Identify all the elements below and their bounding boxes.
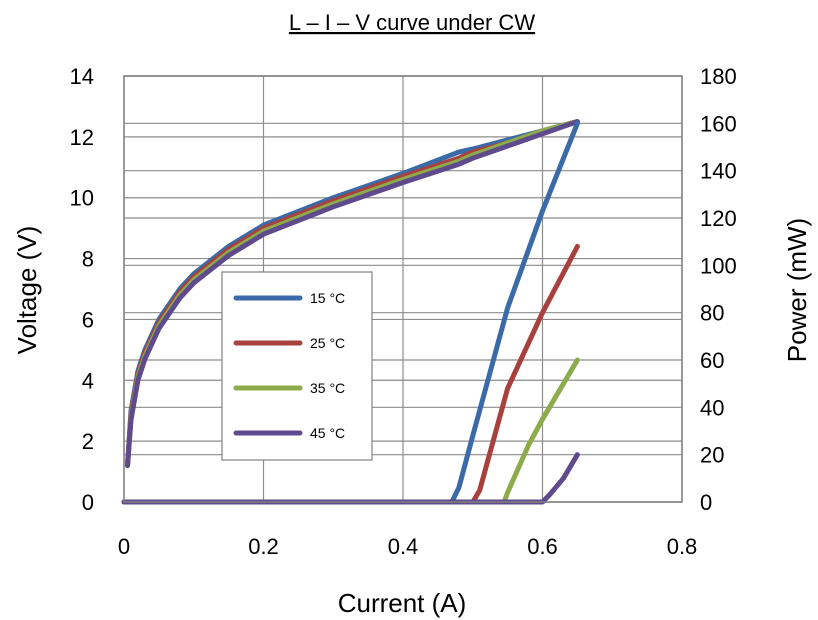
x-tick-label: 0.2: [248, 534, 279, 559]
y2-tick-label: 160: [700, 111, 737, 136]
x-tick-label: 0.4: [388, 534, 419, 559]
y2-tick-label: 20: [700, 443, 724, 468]
y-axis-ticks: 0 2 4 6 8 10 12 14: [70, 64, 94, 515]
y-tick-label: 2: [82, 429, 94, 454]
y2-tick-label: 100: [700, 253, 737, 278]
y2-tick-label: 40: [700, 395, 724, 420]
y-tick-label: 14: [70, 64, 94, 89]
voltage-line-45c: [125, 119, 580, 468]
legend-label: 15 °C: [310, 290, 345, 306]
y-axis-label: Voltage (V): [12, 226, 42, 355]
y-tick-label: 8: [82, 247, 94, 272]
x-axis-label: Current (A): [338, 588, 467, 618]
x-tick-label: 0: [118, 534, 130, 559]
y2-axis-label: Power (mW): [782, 218, 812, 362]
power-line-45c: [121, 452, 580, 505]
y2-tick-label: 0: [700, 490, 712, 515]
x-tick-label: 0.8: [667, 534, 698, 559]
legend-label: 25 °C: [310, 335, 345, 351]
y-tick-label: 4: [82, 368, 94, 393]
legend-label: 45 °C: [310, 425, 345, 441]
x-axis-ticks: 0 0.2 0.4 0.6 0.8: [118, 534, 697, 559]
y-tick-label: 0: [82, 490, 94, 515]
y-tick-label: 10: [70, 186, 94, 211]
grid: [123, 75, 683, 503]
y-tick-label: 6: [82, 307, 94, 332]
y2-axis-ticks: 0 20 40 60 80 100 120 140 160 180: [700, 64, 737, 515]
plot-frame: [123, 75, 683, 503]
y2-tick-label: 80: [700, 301, 724, 326]
y2-tick-label: 180: [700, 64, 737, 89]
legend: 15 °C 25 °C 35 °C 45 °C: [221, 271, 373, 461]
legend-box: [221, 271, 373, 461]
chart-title: L – I – V curve under CW: [289, 10, 535, 35]
y-tick-label: 12: [70, 125, 94, 150]
y2-tick-label: 140: [700, 159, 737, 184]
legend-label: 35 °C: [310, 380, 345, 396]
y2-tick-label: 60: [700, 348, 724, 373]
y2-tick-label: 120: [700, 206, 737, 231]
x-tick-label: 0.6: [527, 534, 558, 559]
